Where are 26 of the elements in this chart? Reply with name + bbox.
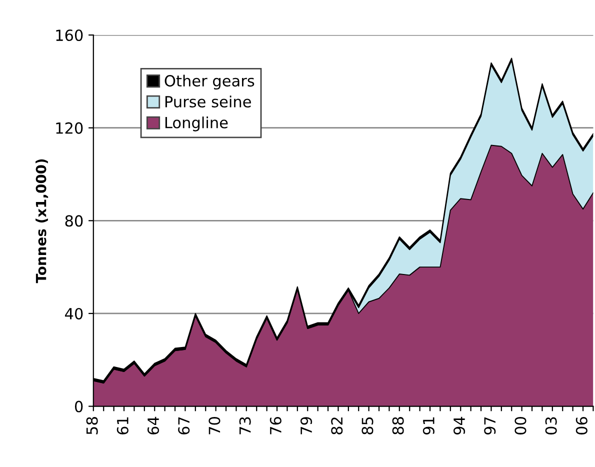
x-tick-label: 88	[392, 417, 404, 434]
legend-label: Other gears	[164, 74, 254, 90]
x-tick-label: 00	[514, 417, 526, 434]
y-tick-label: 0	[74, 400, 83, 412]
x-tick-label: 70	[208, 417, 220, 434]
legend-label: Longline	[165, 116, 228, 132]
x-tick-label: 85	[362, 417, 374, 434]
x-tick-label: 82	[331, 418, 343, 434]
x-tick-label: 97	[484, 417, 496, 434]
x-tick-label: 58	[86, 417, 98, 434]
y-tick-label: 40	[65, 308, 83, 320]
x-tick-label: 76	[270, 416, 282, 434]
x-tick-label: 64	[147, 416, 160, 434]
x-tick-label: 03	[545, 417, 557, 434]
y-tick-label: 120	[56, 122, 83, 134]
x-tick-label: 94	[453, 416, 466, 434]
legend-label: Purse seine	[165, 96, 251, 108]
y-tick-label: 160	[56, 29, 83, 42]
x-tick-label: 73	[239, 417, 251, 434]
x-tick-label: 67	[178, 417, 190, 434]
x-tick-label: 91	[422, 417, 434, 434]
x-tick-label: 06	[576, 416, 588, 434]
y-tick-label: 80	[65, 215, 83, 227]
x-tick-label: 79	[300, 417, 312, 434]
y-axis-title: Tonnes (x1,000)	[36, 159, 48, 284]
x-tick-label: 61	[116, 417, 128, 434]
